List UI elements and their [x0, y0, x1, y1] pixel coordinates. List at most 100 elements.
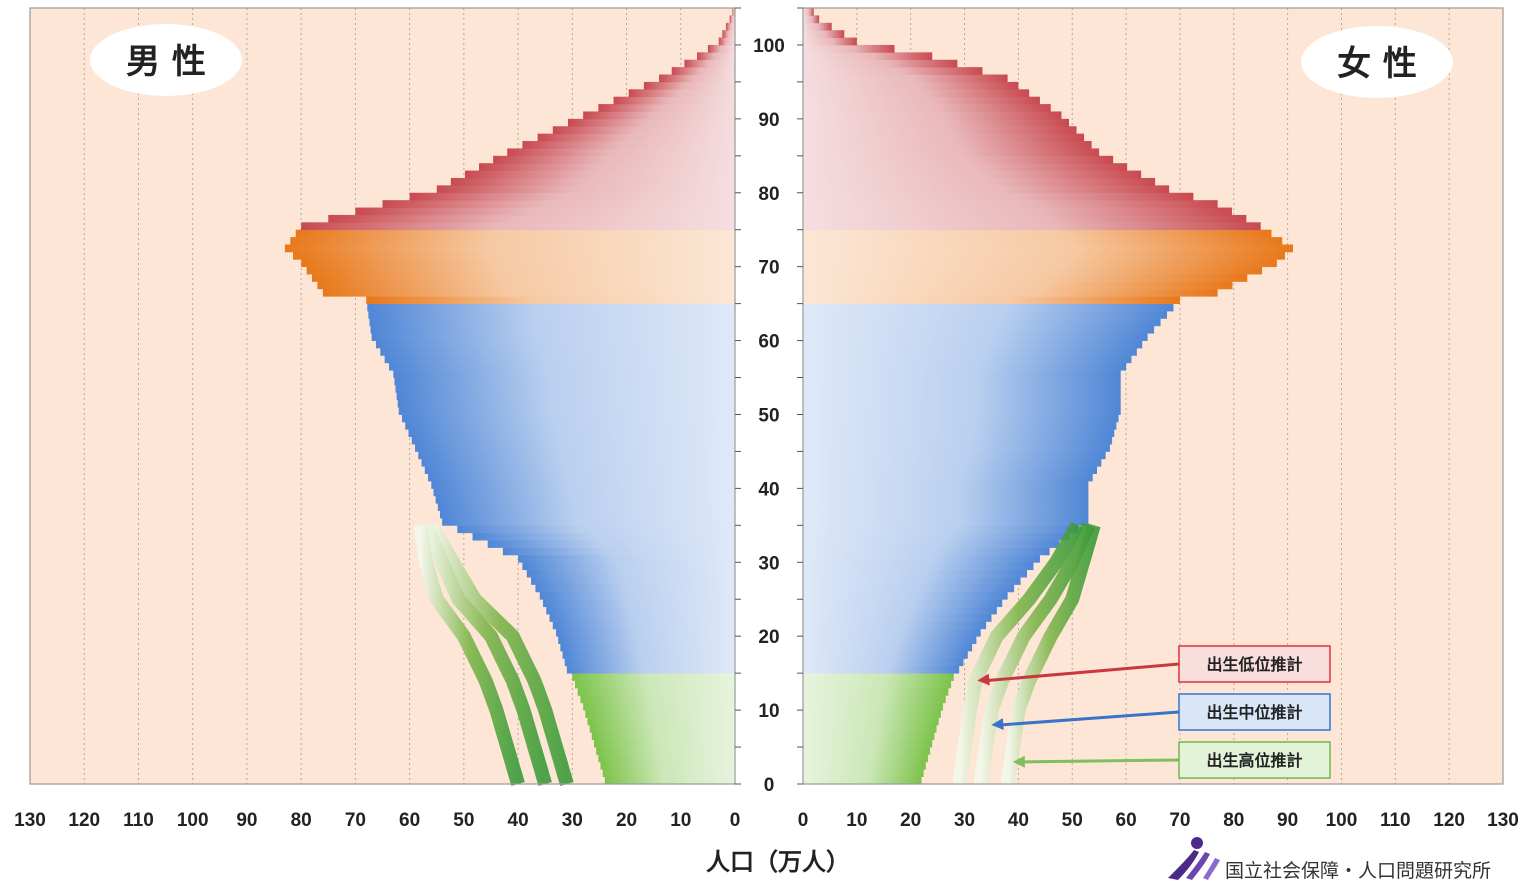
female-bar-age-98	[803, 52, 933, 61]
male-bar-age-60	[371, 333, 735, 341]
male-bar-age-48	[405, 421, 735, 430]
female-plot-frame	[802, 7, 1504, 785]
male-bar-age-96	[671, 67, 735, 75]
male-bar-age-45	[415, 444, 735, 452]
legend-item-2: 出生高位推計	[1012, 741, 1331, 779]
female-bar-age-49	[803, 414, 1119, 423]
female-x-tick-label: 110	[1380, 810, 1411, 831]
male-bar-age-103	[729, 15, 735, 24]
female-bar-age-82	[803, 170, 1142, 179]
male-bar-age-49	[402, 414, 735, 423]
male-bar-age-22	[549, 614, 735, 622]
male-bar-age-70	[301, 259, 735, 268]
male-bar-age-84	[493, 155, 735, 164]
female-bar-age-7	[803, 724, 937, 733]
legend-arrow-line	[1001, 710, 1180, 727]
female-bar-age-89	[803, 118, 1069, 127]
male-bar-age-34	[457, 525, 735, 534]
male-bar-age-44	[418, 451, 735, 460]
female-bar-age-36	[803, 510, 1089, 519]
female-bar-age-2	[803, 761, 926, 770]
male-bar-age-47	[408, 429, 735, 438]
male-x-tick-label: 130	[14, 810, 46, 831]
male-bar-age-15	[566, 665, 735, 674]
female-bar-age-91	[803, 104, 1051, 112]
female-bar-age-35	[803, 517, 1089, 526]
male-bar-age-56	[389, 362, 735, 371]
age-tick-label: 90	[758, 110, 779, 131]
female-bar-age-59	[803, 340, 1143, 349]
male-bar-age-24	[543, 599, 735, 608]
female-bar-age-99	[803, 44, 895, 53]
legend-box	[1178, 693, 1331, 731]
female-bar-age-69	[803, 266, 1263, 275]
legend-label: 出生低位推計	[1206, 655, 1302, 674]
male-bar-age-19	[558, 636, 735, 644]
female-bar-age-66	[803, 288, 1218, 297]
female-bar-age-13	[803, 680, 952, 689]
male-bar-age-95	[659, 74, 735, 83]
female-x-tick-label: 130	[1487, 810, 1519, 831]
female-bar-age-43	[803, 458, 1102, 467]
female-bar-age-54	[803, 377, 1121, 386]
male-label-badge: 男 性	[90, 24, 242, 96]
female-bar-age-48	[803, 421, 1117, 430]
male-bar-age-74	[295, 229, 735, 238]
male-bar-age-68	[312, 274, 735, 282]
age-tick-label: 10	[758, 701, 779, 722]
male-bar-age-64	[367, 303, 735, 312]
female-projection-bands	[952, 521, 1101, 786]
female-bar-age-22	[803, 614, 992, 622]
female-projection-band-1	[973, 522, 1095, 786]
female-bar-age-62	[803, 318, 1161, 327]
female-bar-age-74	[803, 229, 1272, 238]
female-x-tick-label: 40	[1008, 810, 1029, 831]
male-x-tick-label: 30	[562, 810, 583, 831]
male-plot-area	[29, 7, 736, 786]
female-bar-age-27	[803, 577, 1021, 585]
female-bar-age-0	[803, 776, 922, 785]
male-bar-age-11	[580, 695, 735, 704]
male-bar-age-98	[697, 52, 735, 61]
female-label-badge: 女 性	[1301, 26, 1453, 98]
female-bar-age-77	[803, 207, 1232, 216]
female-bar-age-53	[803, 384, 1121, 393]
x-axis-title: 人口（万人）	[706, 848, 850, 876]
female-bar-age-26	[803, 584, 1015, 593]
male-bar-age-67	[317, 281, 735, 290]
legend-arrow-head-icon	[977, 673, 990, 686]
female-bar-age-65	[803, 296, 1180, 305]
age-tick-label: 40	[758, 479, 779, 500]
female-bar-age-88	[803, 126, 1077, 135]
legend-arrow-line	[1022, 758, 1180, 764]
male-bar-age-88	[552, 126, 735, 135]
male-bar-age-89	[567, 118, 735, 127]
male-x-tick-label: 50	[453, 810, 474, 831]
female-bar-age-100	[803, 37, 857, 46]
legend-item-1: 出生中位推計	[991, 693, 1331, 731]
male-bar-age-62	[369, 318, 735, 327]
male-bar-age-7	[589, 724, 735, 733]
age-tick-label: 60	[758, 332, 779, 353]
legend-arrow-line	[987, 662, 1180, 683]
male-bar-age-93	[628, 89, 735, 98]
female-bar-age-95	[803, 74, 1008, 83]
female-bar-age-5	[803, 739, 933, 748]
male-bar-age-23	[546, 606, 735, 615]
male-bar-age-99	[707, 44, 735, 53]
female-bar-age-86	[803, 141, 1092, 149]
female-bar-age-15	[803, 665, 960, 674]
female-bar-age-40	[803, 480, 1089, 489]
female-bar-age-33	[803, 532, 1069, 541]
male-bar-age-35	[442, 517, 735, 526]
age-tick-label: 50	[758, 405, 779, 426]
female-bar-age-101	[803, 30, 845, 38]
legend-label: 出生中位推計	[1206, 703, 1302, 722]
ipss-logo-icon	[1168, 837, 1220, 880]
male-bar-age-6	[591, 732, 735, 741]
male-bar-age-57	[384, 355, 735, 364]
female-x-tick-label: 10	[846, 810, 867, 831]
female-bar-age-21	[803, 621, 987, 630]
female-x-tick-label: 30	[954, 810, 975, 831]
